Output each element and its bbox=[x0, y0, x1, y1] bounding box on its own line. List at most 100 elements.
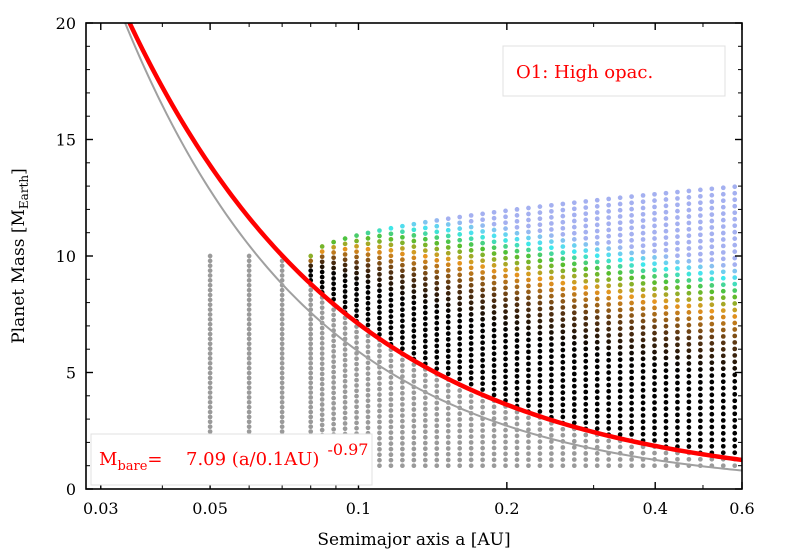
data-point bbox=[583, 371, 589, 376]
data-point bbox=[526, 337, 531, 343]
data-point bbox=[319, 284, 325, 290]
data-point bbox=[468, 277, 474, 282]
data-point bbox=[422, 463, 428, 469]
data-point bbox=[720, 198, 726, 204]
data-point bbox=[468, 341, 474, 346]
data-point bbox=[675, 348, 680, 354]
data-point bbox=[377, 403, 382, 408]
data-point bbox=[457, 353, 463, 359]
data-point bbox=[514, 230, 520, 236]
data-point bbox=[549, 451, 554, 456]
data-point bbox=[342, 373, 348, 379]
data-point bbox=[720, 359, 726, 365]
data-point bbox=[468, 405, 474, 410]
data-point bbox=[686, 278, 692, 283]
data-point bbox=[709, 347, 715, 353]
data-point bbox=[652, 387, 657, 393]
data-point bbox=[514, 332, 520, 337]
data-point bbox=[617, 413, 623, 419]
data-point bbox=[560, 292, 566, 298]
data-point bbox=[434, 303, 440, 309]
data-point bbox=[480, 211, 485, 217]
data-point bbox=[468, 259, 474, 265]
data-point bbox=[537, 463, 543, 469]
data-point bbox=[571, 365, 577, 371]
x-tick-label: 0.6 bbox=[729, 499, 754, 518]
data-point bbox=[732, 366, 738, 371]
data-point bbox=[457, 370, 463, 376]
data-point bbox=[686, 399, 692, 405]
data-point bbox=[686, 405, 692, 411]
data-point bbox=[246, 258, 252, 264]
data-point bbox=[606, 370, 612, 375]
data-point bbox=[308, 365, 314, 371]
data-point bbox=[698, 303, 703, 308]
data-point bbox=[594, 370, 600, 376]
data-point bbox=[503, 392, 508, 397]
data-point bbox=[698, 335, 703, 340]
data-point bbox=[388, 419, 394, 424]
data-point bbox=[629, 213, 634, 218]
data-point bbox=[640, 243, 646, 249]
data-point bbox=[365, 290, 371, 295]
data-point bbox=[365, 317, 371, 322]
data-point bbox=[207, 399, 213, 405]
data-point bbox=[246, 365, 252, 371]
data-point bbox=[411, 395, 417, 401]
data-point bbox=[571, 267, 577, 273]
data-point bbox=[308, 317, 314, 322]
data-point bbox=[526, 445, 531, 451]
data-point bbox=[571, 261, 577, 267]
data-point bbox=[594, 352, 600, 357]
data-point bbox=[606, 426, 612, 431]
data-point bbox=[606, 221, 612, 227]
data-point bbox=[720, 204, 726, 210]
data-point bbox=[246, 287, 252, 293]
data-point bbox=[279, 336, 285, 342]
data-point bbox=[354, 393, 359, 399]
data-point bbox=[652, 318, 657, 323]
data-point bbox=[732, 320, 738, 326]
data-point bbox=[365, 268, 371, 274]
data-point bbox=[549, 299, 554, 305]
data-point bbox=[445, 285, 451, 290]
data-point bbox=[686, 297, 692, 302]
data-point bbox=[617, 239, 623, 244]
data-point bbox=[514, 379, 520, 385]
data-point bbox=[514, 344, 520, 349]
data-point bbox=[663, 311, 669, 316]
data-point bbox=[480, 387, 485, 392]
data-point bbox=[354, 367, 359, 372]
data-point bbox=[617, 195, 623, 201]
data-point bbox=[207, 258, 213, 264]
data-point bbox=[549, 445, 554, 450]
data-point bbox=[354, 297, 359, 303]
data-point bbox=[663, 418, 669, 424]
data-point bbox=[422, 299, 428, 304]
data-point bbox=[720, 321, 726, 326]
data-point bbox=[617, 369, 623, 375]
data-point bbox=[354, 356, 359, 362]
data-point bbox=[720, 243, 726, 249]
data-point bbox=[640, 312, 646, 318]
data-point bbox=[698, 437, 703, 443]
data-point bbox=[675, 361, 680, 367]
data-point bbox=[468, 236, 474, 242]
data-point bbox=[411, 401, 417, 407]
data-point bbox=[400, 335, 405, 340]
data-point bbox=[640, 375, 646, 381]
data-point bbox=[468, 300, 474, 306]
data-point bbox=[422, 372, 428, 378]
data-point bbox=[279, 287, 285, 293]
data-point bbox=[663, 298, 669, 304]
data-point bbox=[663, 368, 669, 373]
data-point bbox=[480, 439, 485, 445]
data-point bbox=[606, 395, 612, 400]
data-point bbox=[400, 318, 405, 324]
data-point bbox=[377, 282, 382, 288]
data-point bbox=[629, 350, 634, 356]
data-point bbox=[400, 301, 405, 307]
data-point bbox=[480, 363, 485, 369]
data-point bbox=[583, 260, 589, 266]
data-point bbox=[480, 352, 485, 357]
